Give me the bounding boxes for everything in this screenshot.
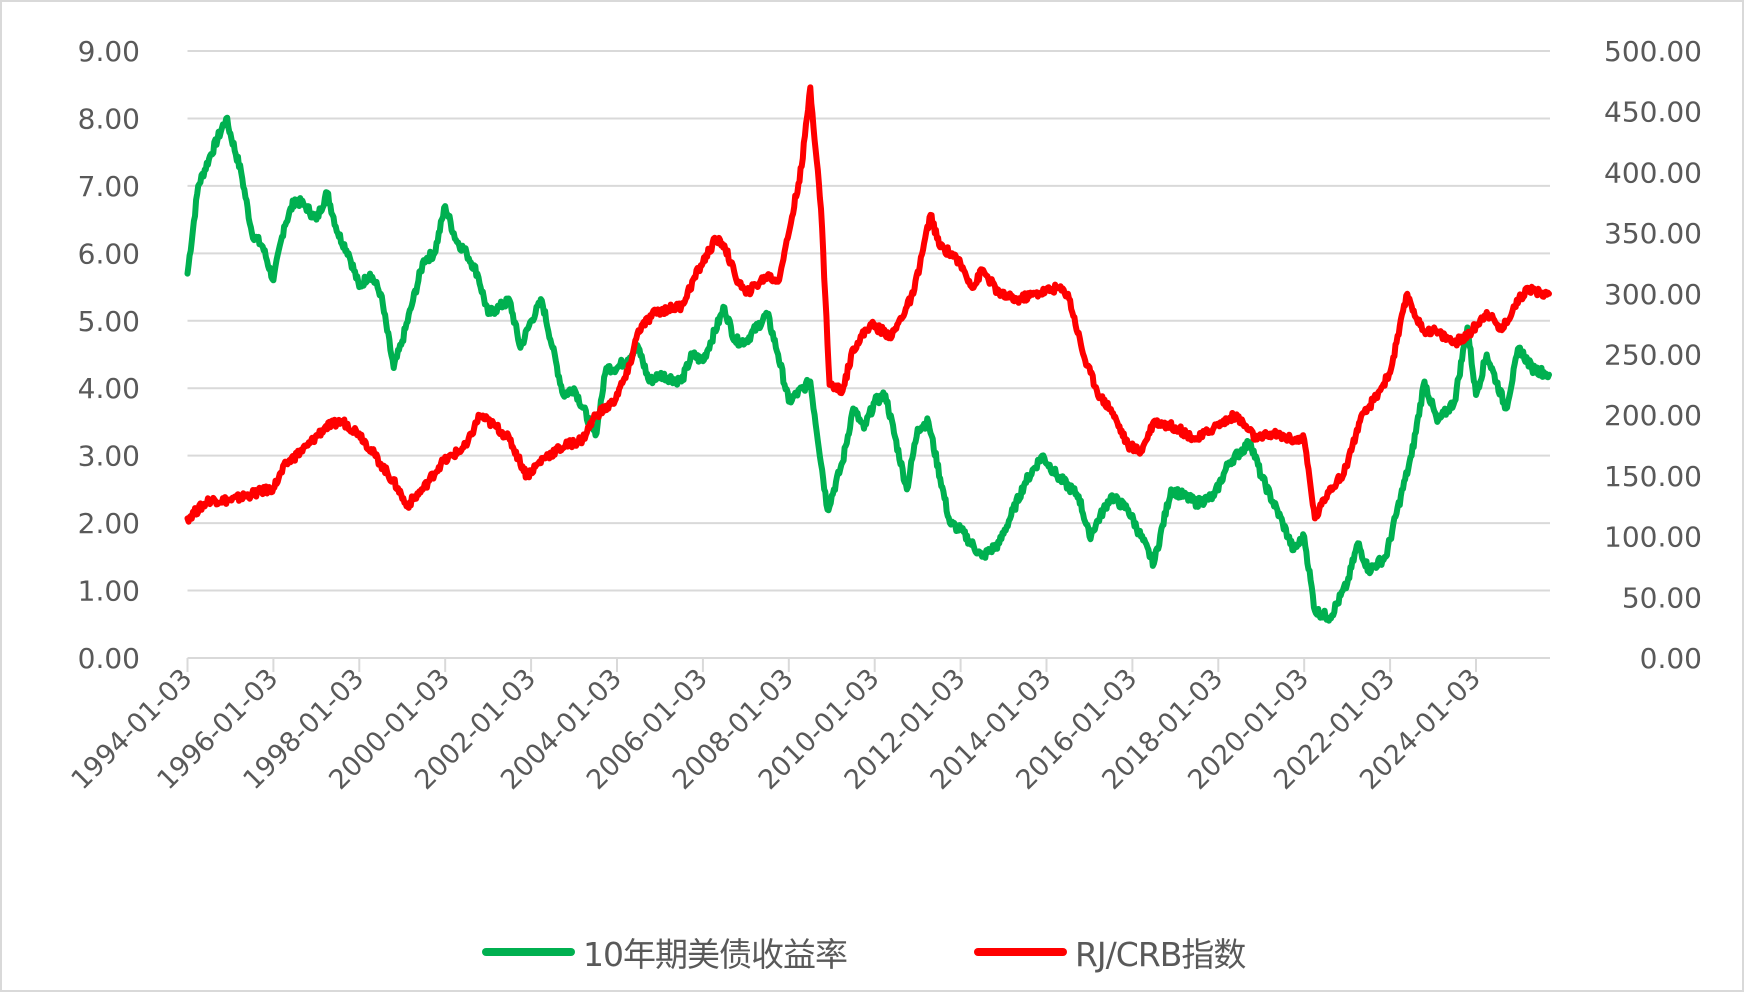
legend-label: 10年期美债收益率 <box>583 935 848 974</box>
y-right-tick-label: 450.00 <box>1604 96 1702 129</box>
legend-swatch-green <box>482 948 575 956</box>
legend-label: RJ/CRB指数 <box>1075 935 1246 974</box>
y-left-tick-label: 1.00 <box>78 575 140 608</box>
y-left-tick-label: 3.00 <box>78 440 140 473</box>
series-lines <box>184 84 1552 624</box>
y-right-tick-label: 200.00 <box>1604 399 1702 432</box>
legend-swatch-red <box>974 948 1067 956</box>
y-left-tick-label: 0.00 <box>78 642 140 675</box>
y-right-tick-label: 50.00 <box>1622 581 1702 614</box>
y-left-tick-label: 7.00 <box>78 170 140 203</box>
gridlines <box>187 50 1550 592</box>
y-right-tick-label: 100.00 <box>1604 521 1702 554</box>
legend-item-treasury-yield[interactable]: 10年期美债收益率 <box>482 930 848 974</box>
y-right-tick-label: 400.00 <box>1604 156 1702 189</box>
treasury-yield-line <box>184 114 1552 624</box>
y-right-tick-label: 0.00 <box>1640 642 1702 675</box>
y-right-tick-label: 500.00 <box>1604 35 1702 68</box>
x-axis-labels: 1994-01-031996-01-031998-01-032000-01-03… <box>66 663 1487 796</box>
y-left-tick-label: 6.00 <box>78 237 140 270</box>
y-left-tick-label: 2.00 <box>78 507 140 540</box>
crb-index-line <box>184 84 1552 525</box>
y-right-tick-label: 300.00 <box>1604 278 1702 311</box>
y-right-tick-label: 250.00 <box>1604 339 1702 372</box>
legend-item-crb-index[interactable]: RJ/CRB指数 <box>974 930 1246 974</box>
y-axis-left: 0.00 1.00 2.00 3.00 4.00 5.00 6.00 7.00 8.00 9.00 <box>78 35 140 675</box>
y-left-tick-label: 8.00 <box>78 102 140 135</box>
y-right-tick-label: 150.00 <box>1604 460 1702 493</box>
y-right-tick-label: 350.00 <box>1604 217 1702 250</box>
legend: 10年期美债收益率 RJ/CRB指数 <box>0 930 1744 974</box>
y-left-tick-label: 4.00 <box>78 372 140 405</box>
x-axis <box>186 657 1550 672</box>
y-axis-right: 0.00 50.00 100.00 150.00 200.00 250.00 300.00 3… <box>1604 35 1702 675</box>
y-left-tick-label: 5.00 <box>78 305 140 338</box>
y-left-tick-label: 9.00 <box>78 35 140 68</box>
